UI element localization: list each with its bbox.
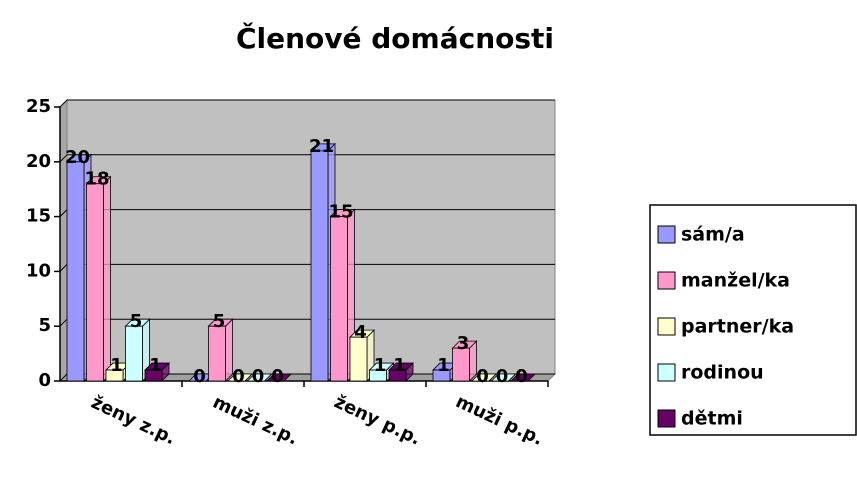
legend-label: manžel/ka: [681, 270, 790, 292]
bar: [349, 336, 368, 382]
legend-label: sám/a: [681, 224, 745, 246]
y-tick-label: 15: [26, 206, 51, 227]
grid-line-side: [59, 264, 68, 272]
data-label: 0: [252, 366, 265, 387]
bar: [66, 161, 85, 382]
data-label: 0: [515, 366, 528, 387]
data-label: 21: [309, 136, 334, 157]
bar: [388, 369, 407, 382]
plot-side-wall: [59, 98, 68, 383]
x-tick-label: ženy p.p.: [331, 391, 424, 449]
bar-top: [227, 373, 253, 382]
data-label: 1: [374, 355, 387, 376]
data-label: 0: [232, 366, 245, 387]
legend-swatch: [657, 363, 676, 382]
data-label: 0: [476, 366, 489, 387]
bar: [86, 183, 104, 382]
grid-line-side: [59, 99, 68, 108]
data-label: 5: [130, 311, 143, 332]
bar-top: [266, 373, 292, 382]
y-tick-label: 25: [26, 96, 51, 117]
bar: [369, 369, 387, 382]
x-tick-label: muži p.p.: [452, 391, 546, 450]
y-tick-label: 0: [38, 370, 51, 391]
data-label: 15: [328, 202, 353, 223]
bar-top: [471, 373, 497, 382]
bar-side: [103, 175, 111, 382]
bar-top: [246, 373, 273, 382]
x-tick-label: ženy z.p.: [88, 392, 179, 449]
legend-swatch: [657, 409, 676, 428]
data-label: 1: [437, 355, 450, 376]
bar: [452, 347, 470, 382]
data-label: 1: [110, 355, 123, 376]
data-label: 5: [213, 311, 226, 332]
bar: [144, 369, 163, 382]
bar: [330, 216, 348, 382]
legend-box: [649, 204, 857, 436]
data-label: 1: [393, 355, 406, 376]
bar: [432, 369, 451, 382]
x-tick-label: muži z.p.: [209, 392, 301, 450]
bar: [125, 325, 143, 382]
data-label: 0: [496, 366, 509, 387]
y-tick-label: 5: [38, 315, 51, 336]
legend-swatch: [657, 317, 676, 336]
bar: [208, 325, 226, 382]
data-label: 1: [149, 355, 162, 376]
chart-title: Členové domácnosti: [236, 21, 554, 55]
legend-label: dětmi: [681, 408, 743, 430]
data-label: 3: [457, 333, 470, 354]
legend-label: rodinou: [681, 362, 764, 384]
y-tick-label: 10: [26, 260, 51, 281]
data-label: 4: [354, 322, 367, 343]
data-label: 0: [271, 366, 284, 387]
bar-top: [490, 373, 517, 382]
grid-line-side: [59, 318, 68, 327]
grid-line-side: [59, 373, 68, 382]
bar-top: [510, 373, 536, 382]
data-label: 0: [193, 366, 206, 387]
data-label: 20: [65, 147, 90, 168]
bar: [310, 150, 329, 382]
y-tick-label: 20: [26, 151, 51, 172]
legend-swatch: [657, 271, 676, 290]
bar: [105, 369, 124, 382]
legend-swatch: [657, 225, 676, 244]
grid-line-side: [59, 209, 68, 217]
data-label: 18: [84, 169, 109, 190]
grid-line-side: [59, 154, 68, 163]
legend-label: partner/ka: [681, 316, 794, 338]
